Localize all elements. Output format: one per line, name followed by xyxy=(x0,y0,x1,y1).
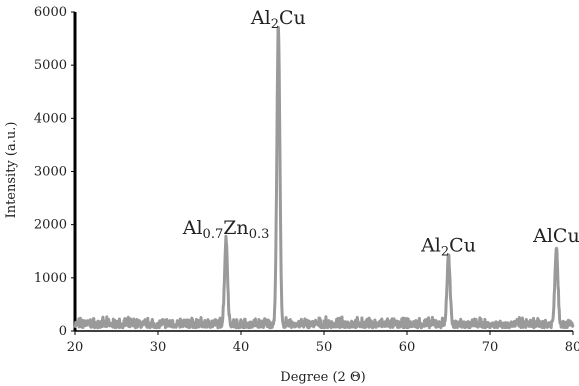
axes: 20 30 40 50 60 70 80 0 1000 2000 3000 4000 5000 6000 xyxy=(34,5,579,355)
label-subscript: 2 xyxy=(271,17,279,32)
peak-label: Al0.7Zn0.3 xyxy=(182,217,270,242)
x-axis-label: Degree (2 Θ) xyxy=(280,370,365,385)
y-tick-label: 1000 xyxy=(34,271,67,286)
label-text: Al xyxy=(182,217,203,239)
y-tick-label: 3000 xyxy=(34,165,67,180)
x-tick-label: 50 xyxy=(316,340,333,355)
x-tick-label: 40 xyxy=(233,340,250,355)
label-text: Al xyxy=(420,234,441,256)
label-subscript: 0.3 xyxy=(249,227,270,242)
peak-point xyxy=(276,34,280,38)
x-tick-label: 60 xyxy=(399,340,416,355)
xrd-series xyxy=(73,25,575,330)
peak-point xyxy=(224,244,228,248)
peak-point xyxy=(554,252,558,256)
label-text: Al xyxy=(250,7,271,29)
y-tick-label: 5000 xyxy=(34,58,67,73)
label-subscript: 0.7 xyxy=(203,227,224,242)
label-text: Cu xyxy=(449,234,476,256)
peak-label: AlCu xyxy=(532,225,579,247)
x-tick-label: 30 xyxy=(150,340,167,355)
x-tick-label: 20 xyxy=(67,340,84,355)
x-tick-label: 80 xyxy=(565,340,579,355)
peak-point xyxy=(447,261,450,265)
peak-label: Al2Cu xyxy=(250,7,306,32)
y-tick-label: 2000 xyxy=(34,218,67,233)
label-text: Zn xyxy=(223,217,248,239)
y-tick-label: 6000 xyxy=(34,5,67,20)
y-tick-label: 0 xyxy=(59,324,67,339)
y-tick-label: 4000 xyxy=(34,111,67,126)
intensity-series-line xyxy=(73,25,575,330)
peak-label: Al2Cu xyxy=(420,234,476,259)
x-tick-label: 70 xyxy=(482,340,499,355)
label-text: AlCu xyxy=(532,225,579,247)
label-subscript: 2 xyxy=(441,244,449,259)
label-text: Cu xyxy=(279,7,306,29)
y-axis-label: Intensity (a.u.) xyxy=(4,122,19,219)
